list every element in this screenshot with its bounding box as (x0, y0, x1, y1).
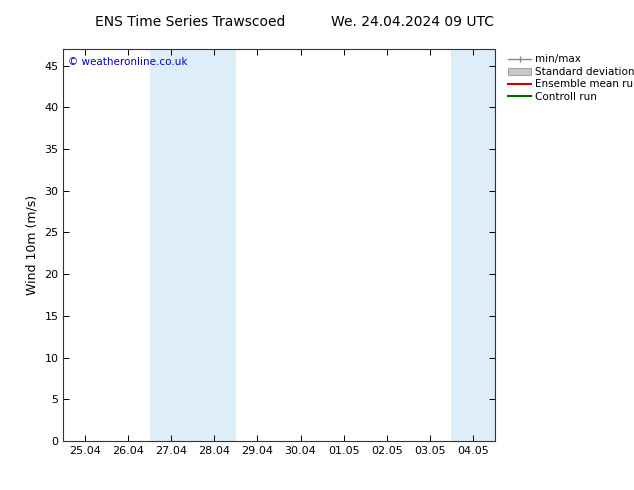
Text: We. 24.04.2024 09 UTC: We. 24.04.2024 09 UTC (330, 15, 494, 29)
Text: ENS Time Series Trawscoed: ENS Time Series Trawscoed (95, 15, 285, 29)
Bar (451, 49, 495, 441)
Text: © weatheronline.co.uk: © weatheronline.co.uk (68, 57, 187, 67)
Legend: min/max, Standard deviation, Ensemble mean run, Controll run: min/max, Standard deviation, Ensemble me… (508, 54, 634, 102)
Bar (150, 49, 236, 441)
Y-axis label: Wind 10m (m/s): Wind 10m (m/s) (26, 195, 39, 295)
